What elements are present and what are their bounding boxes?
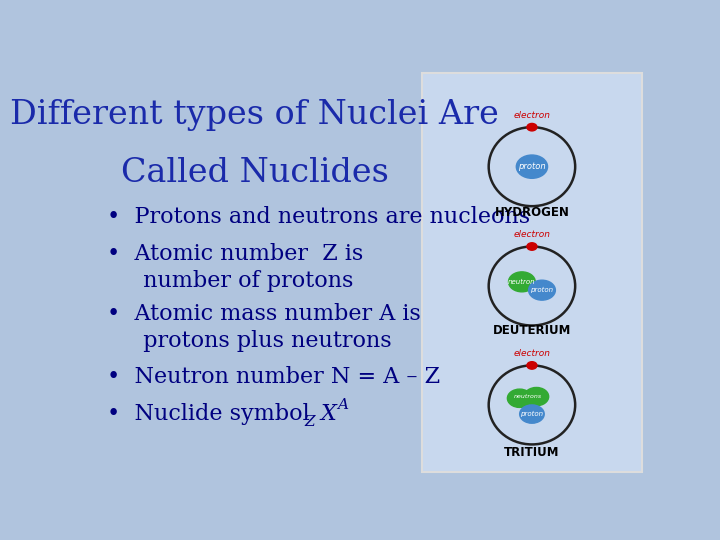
Text: neutrons: neutrons — [514, 394, 542, 399]
FancyBboxPatch shape — [422, 73, 642, 472]
Text: TRITIUM: TRITIUM — [504, 446, 559, 459]
Text: proton: proton — [531, 287, 554, 293]
Text: electron: electron — [513, 349, 550, 358]
Text: HYDROGEN: HYDROGEN — [495, 206, 570, 219]
Text: protons plus neutrons: protons plus neutrons — [129, 330, 392, 352]
Text: neutron: neutron — [508, 279, 536, 285]
Circle shape — [508, 389, 532, 407]
Circle shape — [527, 124, 537, 131]
Text: •  Atomic number  Z is: • Atomic number Z is — [107, 243, 363, 265]
Circle shape — [527, 362, 537, 369]
Text: Called Nuclides: Called Nuclides — [121, 157, 389, 189]
Text: Z: Z — [305, 415, 315, 429]
Text: •  Neutron number N = A – Z: • Neutron number N = A – Z — [107, 366, 440, 388]
Text: A: A — [337, 398, 348, 412]
Circle shape — [520, 405, 544, 423]
Circle shape — [527, 243, 537, 250]
Circle shape — [508, 272, 535, 292]
Text: DEUTERIUM: DEUTERIUM — [492, 325, 571, 338]
Text: electron: electron — [513, 230, 550, 239]
Circle shape — [528, 280, 555, 300]
Text: X: X — [320, 403, 336, 425]
Text: proton: proton — [518, 162, 546, 171]
Text: number of protons: number of protons — [129, 270, 354, 292]
Text: •  Protons and neutrons are nucleons: • Protons and neutrons are nucleons — [107, 206, 530, 227]
Circle shape — [524, 388, 549, 406]
Circle shape — [516, 155, 548, 178]
Text: •  Atomic mass number A is: • Atomic mass number A is — [107, 303, 420, 325]
Text: Different types of Nuclei Are: Different types of Nuclei Are — [10, 99, 499, 131]
Text: electron: electron — [513, 111, 550, 120]
Text: •  Nuclide symbol: • Nuclide symbol — [107, 403, 310, 425]
Text: proton: proton — [521, 411, 544, 417]
